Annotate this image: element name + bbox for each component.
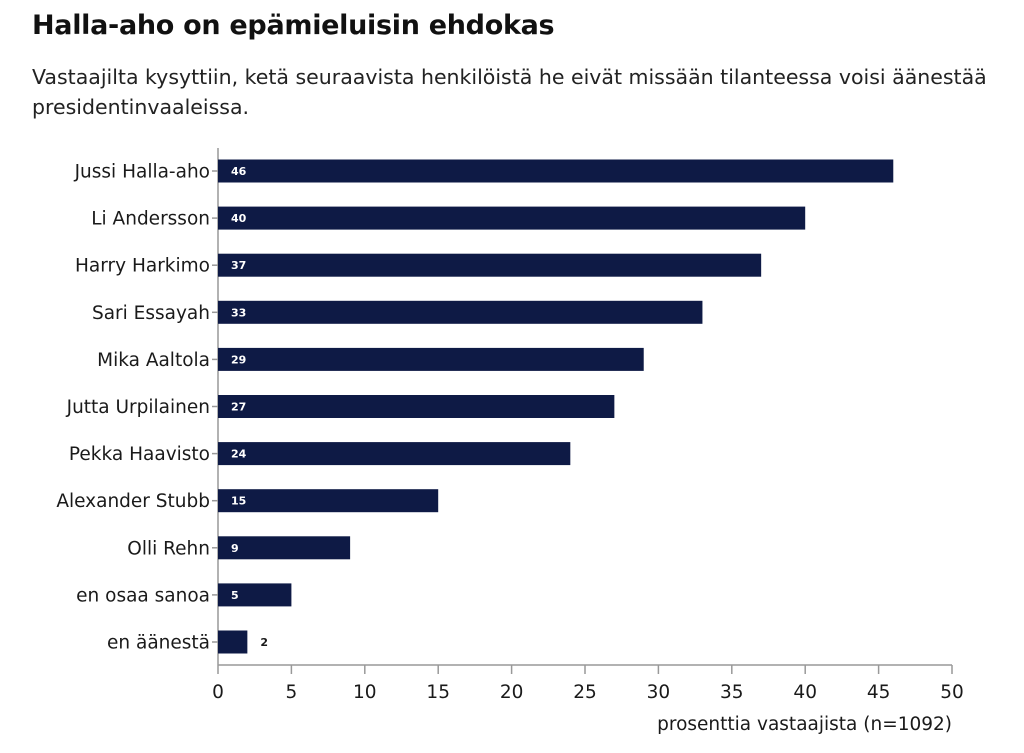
data-label: 9 [231, 542, 239, 555]
category-label: en äänestä [107, 633, 210, 654]
data-label: 5 [231, 589, 239, 602]
bar [218, 300, 703, 324]
category-label: en osaa sanoa [76, 585, 210, 606]
x-tick-label: 50 [940, 682, 964, 703]
data-label: 2 [260, 636, 268, 649]
bar [218, 347, 644, 371]
x-tick-label: 45 [867, 682, 891, 703]
chart-subtitle: Vastaajilta kysyttiin, ketä seuraavista … [32, 65, 987, 119]
data-label: 29 [231, 353, 246, 366]
x-tick-label: 5 [286, 682, 298, 703]
x-tick-label: 40 [793, 682, 817, 703]
axes: 0 5 10 15 20 25 30 35 40 45 50 [212, 148, 964, 703]
x-tick-label: 10 [353, 682, 377, 703]
category-label: Li Andersson [91, 209, 210, 230]
data-label: 40 [231, 212, 247, 225]
category-label: Harry Harkimo [75, 256, 210, 277]
bar [218, 583, 292, 607]
bar [218, 253, 762, 277]
bar [218, 442, 571, 466]
category-label: Pekka Haavisto [69, 444, 210, 465]
category-label: Alexander Stubb [56, 491, 210, 512]
bar [218, 489, 439, 513]
x-tick-label: 35 [720, 682, 744, 703]
category-label: Mika Aaltola [97, 350, 210, 371]
bar [218, 159, 894, 183]
bar [218, 395, 615, 418]
chart-title: Halla-aho on epämieluisin ehdokas [32, 10, 555, 41]
data-label: 15 [231, 495, 246, 508]
category-label: Jussi Halla-aho [74, 162, 210, 183]
data-label: 37 [231, 259, 246, 272]
x-tick-label: 30 [647, 682, 671, 703]
x-tick-label: 0 [212, 682, 224, 703]
category-label: Jutta Urpilainen [66, 397, 210, 418]
data-label: 33 [231, 306, 246, 319]
x-tick-label: 15 [426, 682, 450, 703]
bar [218, 536, 351, 560]
bars: Jussi Halla-aho 46 Li Andersson 40 Harry Har… [56, 159, 894, 654]
data-label: 24 [231, 448, 247, 461]
category-label: Olli Rehn [127, 538, 210, 559]
data-label: 27 [231, 401, 246, 414]
bar [218, 630, 248, 654]
x-tick-label: 25 [573, 682, 597, 703]
x-axis-title: prosenttia vastaajista (n=1092) [657, 714, 952, 735]
data-label: 46 [231, 165, 247, 178]
bar [218, 206, 806, 230]
x-tick-label: 20 [500, 682, 524, 703]
category-label: Sari Essayah [92, 303, 210, 324]
